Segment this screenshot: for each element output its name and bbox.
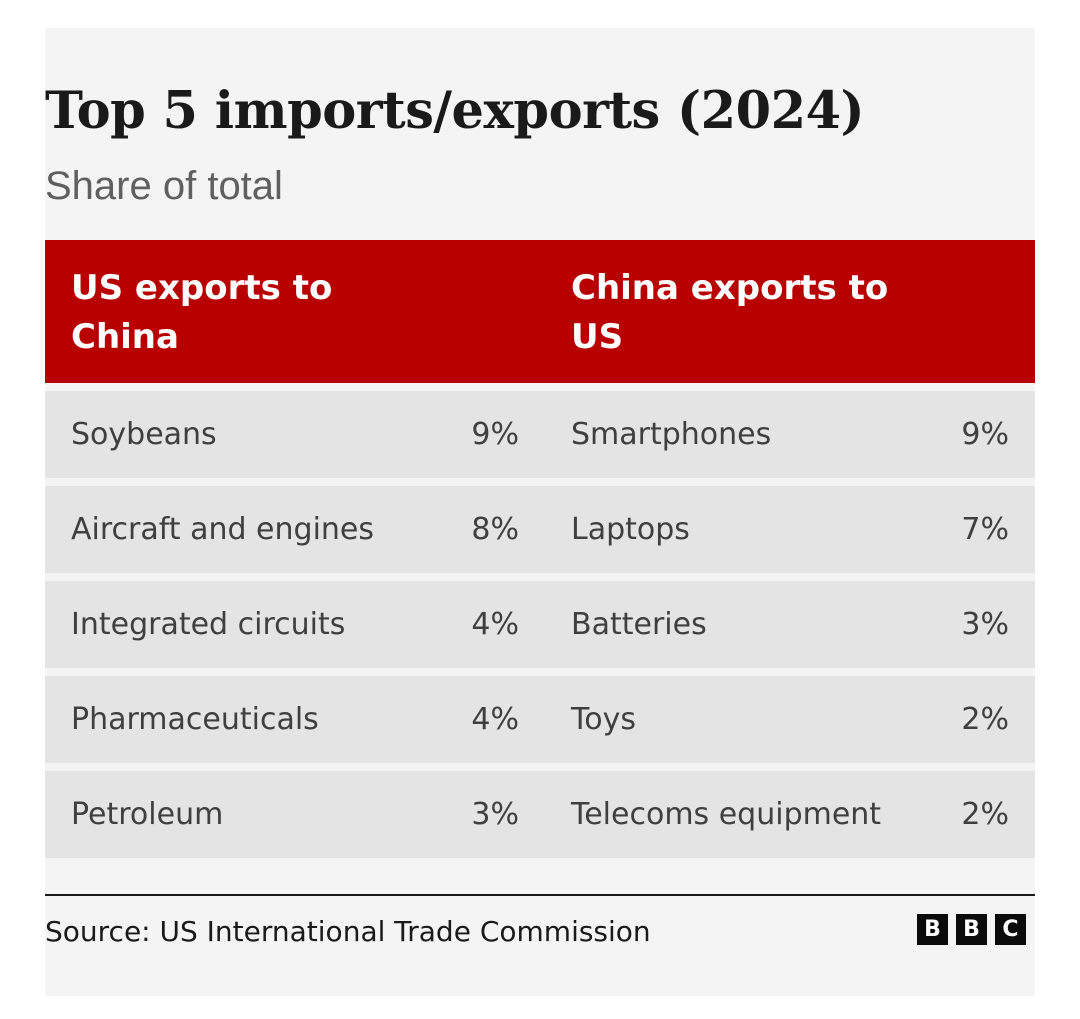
us-export-item: Integrated circuits (71, 607, 346, 642)
china-export-share: 9% (961, 417, 1009, 452)
table-row: Pharmaceuticals 4% Toys 2% (45, 676, 1035, 763)
china-export-item: Laptops (571, 512, 690, 547)
bbc-logo: B B C (917, 914, 1026, 945)
us-export-item: Aircraft and engines (71, 512, 375, 547)
chart-card: Top 5 imports/exports (2024) Share of to… (45, 28, 1035, 996)
source-note: Source: US International Trade Commissio… (45, 915, 651, 948)
china-export-share: 2% (961, 797, 1009, 832)
table-row: Petroleum 3% Telecoms equipment 2% (45, 771, 1035, 858)
column-header-china-exports: China exports to US (571, 268, 889, 357)
logo-letter: B (956, 914, 987, 945)
china-export-share: 7% (961, 512, 1009, 547)
us-export-share: 4% (471, 607, 519, 642)
us-export-share: 9% (471, 417, 519, 452)
us-export-share: 3% (471, 797, 519, 832)
us-export-item: Soybeans (71, 417, 217, 452)
logo-letter: C (995, 914, 1026, 945)
table-header: US exports to China China exports to US (45, 240, 1035, 383)
logo-letter: B (917, 914, 948, 945)
china-export-item: Telecoms equipment (571, 797, 882, 832)
us-export-share: 8% (471, 512, 519, 547)
china-export-item: Toys (571, 702, 636, 737)
us-export-share: 4% (471, 702, 519, 737)
china-export-item: Smartphones (571, 417, 772, 452)
footer-divider (45, 894, 1035, 896)
chart-title: Top 5 imports/exports (2024) (45, 81, 865, 141)
chart-subtitle: Share of total (45, 164, 283, 208)
table-row: Integrated circuits 4% Batteries 3% (45, 581, 1035, 668)
trade-table: US exports to China China exports to US … (45, 240, 1035, 858)
china-export-share: 2% (961, 702, 1009, 737)
table-row: Soybeans 9% Smartphones 9% (45, 391, 1035, 478)
china-export-share: 3% (961, 607, 1009, 642)
column-header-us-exports: US exports to China (71, 268, 333, 357)
us-export-item: Pharmaceuticals (71, 702, 319, 737)
us-export-item: Petroleum (71, 797, 224, 832)
table-row: Aircraft and engines 8% Laptops 7% (45, 486, 1035, 573)
china-export-item: Batteries (571, 607, 707, 642)
